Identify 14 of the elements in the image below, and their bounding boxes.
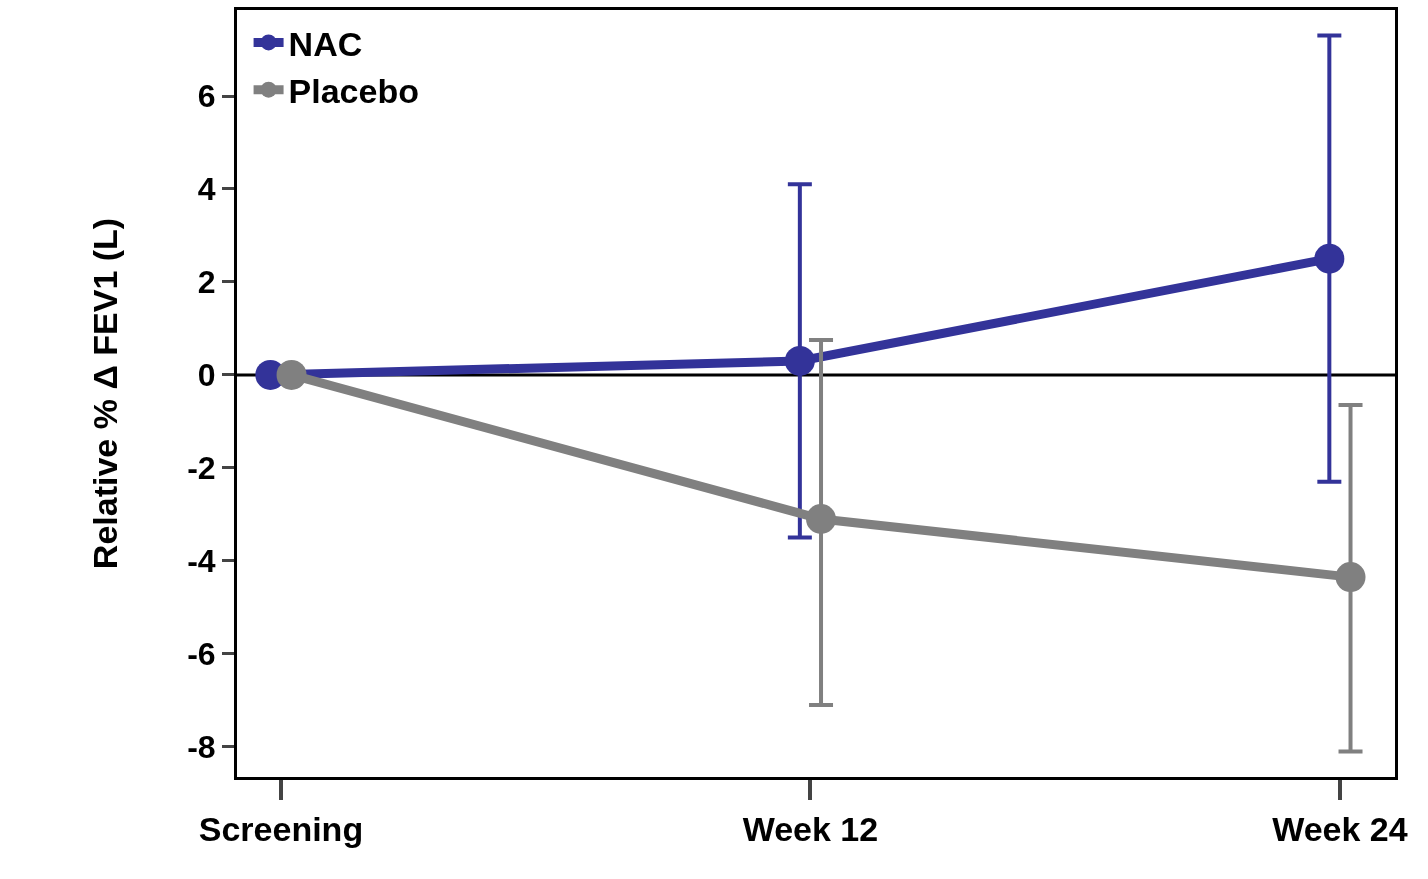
x-tick-label: Week 24 — [1272, 809, 1408, 848]
y-tick-label: -4 — [187, 543, 216, 580]
y-tick-label: 6 — [197, 78, 216, 115]
legend-label: NAC — [288, 24, 363, 63]
x-tick-label: Screening — [198, 809, 364, 848]
y-tick-label: -2 — [187, 450, 216, 487]
x-tick-label: Week 12 — [742, 809, 879, 848]
y-tick-label: -6 — [187, 636, 216, 673]
y-tick-label: -8 — [187, 728, 216, 765]
y-axis-title: Relative % Δ FEV1 (L) — [85, 217, 124, 570]
legend-label: Placebo — [288, 71, 419, 110]
y-tick-label: 2 — [197, 264, 216, 301]
y-tick-label: 0 — [197, 357, 216, 394]
y-tick-label: 4 — [197, 171, 216, 208]
